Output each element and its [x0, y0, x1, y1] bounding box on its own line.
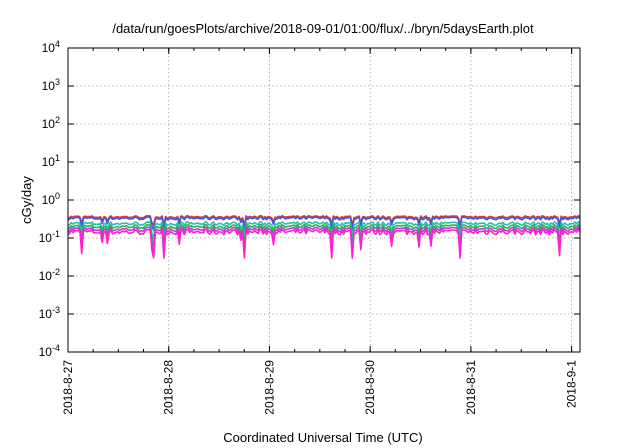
chart-title: /data/run/goesPlots/archive/2018-09-01/0… — [112, 21, 534, 36]
series-line-6 — [67, 228, 581, 259]
y-tick-label: 10-1 — [39, 229, 60, 245]
x-tick-label: 2018-8-31 — [464, 360, 478, 415]
y-axis-label: cGy/day — [19, 176, 34, 224]
y-tick-label: 10-2 — [39, 267, 60, 283]
y-tick-label: 10-3 — [39, 305, 60, 321]
x-axis-label: Coordinated Universal Time (UTC) — [223, 430, 422, 445]
series-line-4 — [67, 223, 581, 248]
x-tick-label: 2018-8-28 — [162, 360, 176, 415]
x-tick-label: 2018-8-30 — [363, 360, 377, 415]
series-line-2 — [67, 216, 581, 231]
grid-lines — [68, 48, 580, 352]
y-tick-label: 104 — [42, 39, 60, 55]
plot-frame — [67, 47, 581, 353]
x-tick-label: 2018-9-1 — [565, 360, 579, 408]
x-tick-label: 2018-8-29 — [262, 360, 276, 415]
axes: 10-4 10-3 10-2 10-1 100 101 102 103 104 2018-8-27… — [39, 39, 581, 415]
series-line-1 — [67, 214, 581, 227]
series-group — [67, 214, 581, 259]
y-tick-label: 102 — [42, 115, 60, 131]
y-tick-label: 103 — [42, 77, 60, 93]
y-tick-label: 10-4 — [39, 343, 60, 359]
y-tick-label: 101 — [42, 153, 60, 169]
series-line-3 — [67, 221, 581, 240]
y-tick-label: 100 — [42, 191, 60, 207]
x-tick-label: 2018-8-27 — [61, 360, 75, 415]
